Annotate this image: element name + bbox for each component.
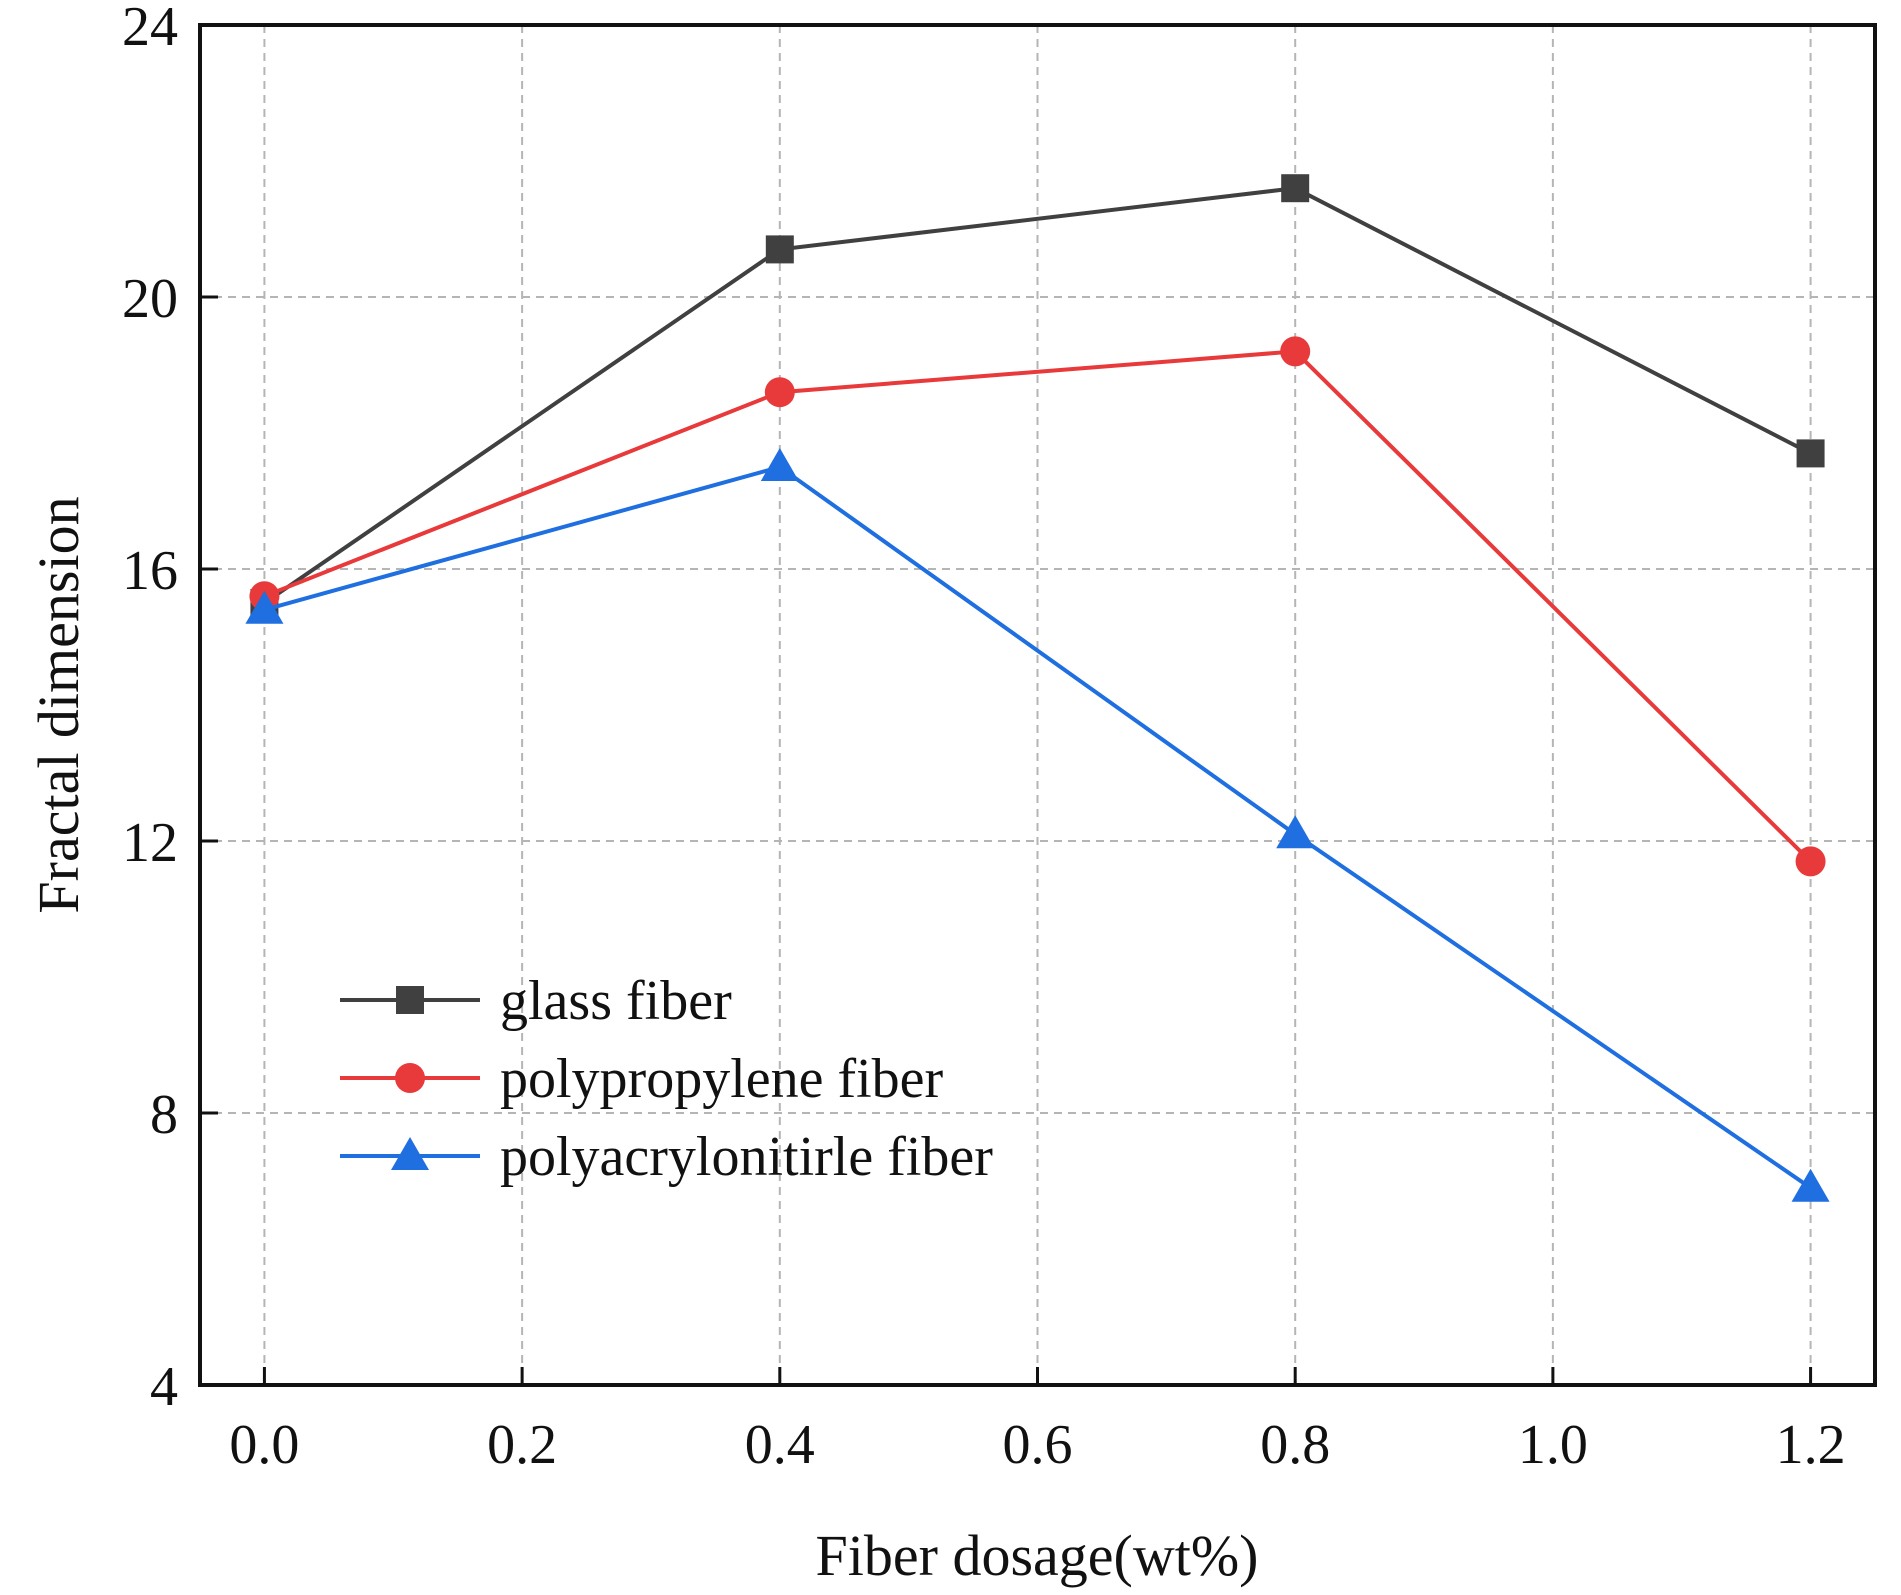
legend-marker: [396, 986, 424, 1014]
y-tick-label: 12: [122, 812, 178, 874]
x-tick-label: 0.6: [1003, 1414, 1073, 1476]
series-2: [249, 336, 1826, 877]
x-axis-title: Fiber dosage(wt%): [816, 1523, 1259, 1588]
data-point: [1796, 439, 1825, 468]
grid-lines: [200, 25, 1875, 1385]
legend-item: polypropylene fiber: [340, 1048, 944, 1110]
x-tick-label: 1.0: [1518, 1414, 1588, 1476]
x-tick-label: 0.0: [229, 1414, 299, 1476]
data-point: [765, 235, 794, 264]
y-axis-title: Fractal dimension: [26, 496, 91, 913]
x-tick-label: 0.8: [1260, 1414, 1330, 1476]
series-line: [263, 349, 1812, 863]
axis-ticks: 0.0 0.2 0.4 0.6 0.8 1.0 1.2 4 8 12 16 20 24: [122, 0, 1846, 1476]
data-point: [1281, 174, 1310, 203]
legend: glass fiber polypropylene fiber polyacrylo…: [340, 970, 993, 1188]
y-tick-label: 24: [122, 0, 178, 58]
series-line: [263, 464, 1812, 1190]
data-point: [1276, 815, 1315, 849]
legend-item: glass fiber: [340, 970, 732, 1032]
data-point: [764, 377, 795, 408]
y-tick-label: 16: [122, 540, 178, 602]
data-point: [245, 590, 284, 624]
data-point: [1791, 1168, 1830, 1202]
legend-item: polyacrylonitirle fiber: [340, 1126, 993, 1188]
series-layer: [245, 174, 1830, 1202]
y-tick-label: 8: [150, 1084, 178, 1146]
x-tick-label: 0.2: [487, 1414, 557, 1476]
y-tick-label: 4: [150, 1356, 178, 1418]
legend-label: polypropylene fiber: [500, 1048, 944, 1110]
series-3: [245, 448, 1830, 1202]
legend-label: polyacrylonitirle fiber: [500, 1126, 993, 1188]
y-tick-label: 20: [122, 268, 178, 330]
legend-marker: [395, 1063, 425, 1093]
x-tick-label: 1.2: [1776, 1414, 1846, 1476]
data-point: [760, 448, 799, 481]
legend-label: glass fiber: [500, 970, 732, 1032]
data-point: [1280, 336, 1311, 367]
x-tick-label: 0.4: [745, 1414, 815, 1476]
series-line: [263, 186, 1812, 605]
data-point: [1795, 846, 1826, 877]
legend-marker: [391, 1137, 429, 1170]
